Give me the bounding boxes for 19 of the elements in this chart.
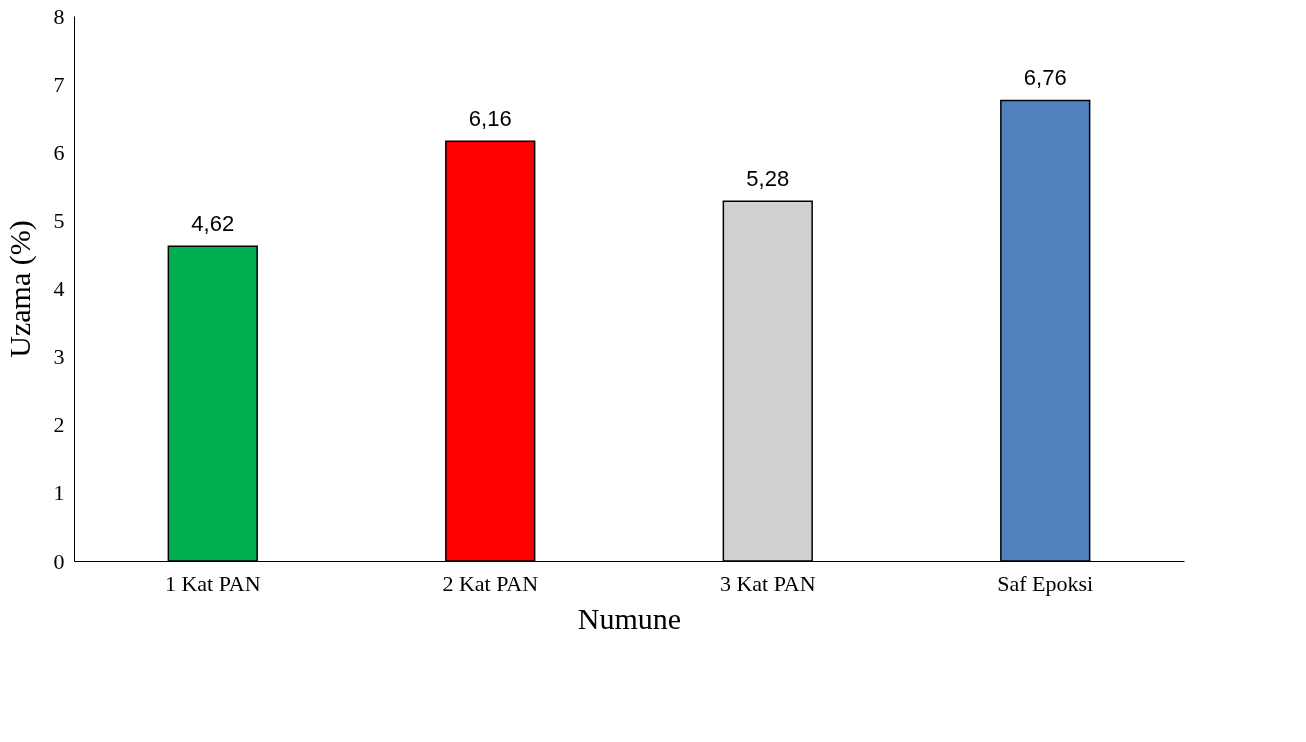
y-tick-label: 8	[53, 3, 65, 29]
y-tick-label: 1	[53, 480, 65, 506]
data-label: 5,28	[746, 166, 790, 192]
y-tick-label: 6	[53, 139, 65, 165]
data-label: 6,16	[468, 106, 512, 132]
y-tick-label: 3	[53, 344, 65, 370]
x-tick-label: 2 Kat PAN	[442, 570, 539, 596]
x-tick-label: Saf Epoksi	[997, 570, 1094, 596]
data-label: 6,76	[1023, 65, 1067, 91]
y-axis-title: Uzama (%)	[2, 220, 37, 358]
data-label: 4,62	[191, 211, 235, 237]
x-tick-label: 1 Kat PAN	[164, 570, 261, 596]
y-tick-label: 7	[53, 71, 65, 97]
y-tick-label: 2	[53, 412, 65, 438]
y-tick-label: 4	[53, 276, 65, 301]
y-tick-label: 0	[53, 548, 65, 574]
x-tick-label: 3 Kat PAN	[719, 570, 816, 596]
x-axis-title: Numune	[577, 601, 682, 635]
y-tick-label: 5	[53, 207, 65, 233]
